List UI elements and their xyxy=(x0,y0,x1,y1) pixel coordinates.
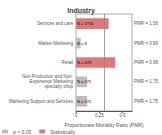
svg-text:Services and care: Services and care xyxy=(37,21,74,26)
svg-text:Non-Production and Non-: Non-Production and Non- xyxy=(22,74,73,80)
svg-text:PMR = 1.75: PMR = 1.75 xyxy=(134,79,158,84)
svg-text:N = 175: N = 175 xyxy=(77,79,92,84)
svg-text:0.5: 0.5 xyxy=(120,113,127,118)
svg-text:N = 476: N = 476 xyxy=(77,60,92,65)
svg-text:PMR = 0.80: PMR = 0.80 xyxy=(134,41,158,46)
svg-text:Market Marketing: Market Marketing xyxy=(38,41,73,46)
svg-text:Proportionate Mortality Ratio: Proportionate Mortality Ratio (PMR) xyxy=(64,122,144,128)
svg-text:PMR = 1.75: PMR = 1.75 xyxy=(134,99,158,104)
svg-text:0.25: 0.25 xyxy=(95,113,104,118)
svg-text:0: 0 xyxy=(75,113,78,118)
svg-text:N = 8: N = 8 xyxy=(77,41,87,46)
svg-text:Experience Marketing: Experience Marketing xyxy=(29,79,73,85)
svg-text:Retail: Retail xyxy=(61,60,73,65)
svg-text:N = 1716: N = 1716 xyxy=(77,21,94,26)
svg-text:N = 175: N = 175 xyxy=(77,99,92,104)
svg-text:PMR = 1.56: PMR = 1.56 xyxy=(134,21,158,26)
svg-text:Statistically: Statistically xyxy=(50,129,76,135)
svg-text:specialty shop: specialty shop xyxy=(44,84,73,89)
svg-text:p < 0.05: p < 0.05 xyxy=(13,129,31,135)
svg-text:Marketing Support and Services: Marketing Support and Services xyxy=(9,99,74,104)
svg-text:Industry: Industry xyxy=(67,7,95,15)
svg-text:PMR = 0.98: PMR = 0.98 xyxy=(134,60,158,65)
